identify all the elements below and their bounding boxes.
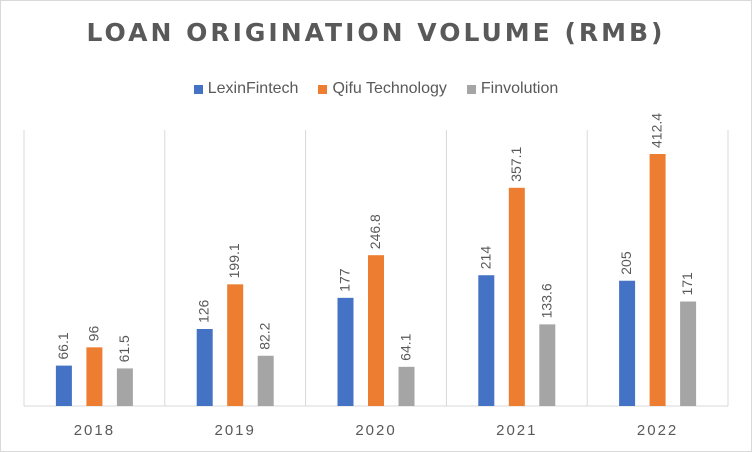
legend-swatch-qifu: [318, 84, 328, 94]
data-label-qifu-2022: 412.4: [649, 113, 665, 148]
x-tick-label-2022: 2022: [637, 422, 678, 439]
x-tick-label-2018: 2018: [74, 422, 115, 439]
bar-lexinfintech-2022: [619, 280, 636, 406]
bar-finvolution-2020: [398, 366, 415, 406]
legend-swatch-lexinfintech: [193, 84, 203, 94]
data-label-finvolution-2022: 171: [679, 272, 695, 296]
bar-qifu-2022: [649, 154, 666, 406]
bar-qifu-2019: [227, 284, 244, 406]
data-label-qifu-2020: 246.8: [367, 214, 383, 249]
bar-finvolution-2019: [257, 355, 274, 406]
legend-label-lexinfintech: LexinFintech: [207, 80, 299, 97]
x-tick-label-2020: 2020: [355, 422, 396, 439]
data-label-finvolution-2021: 133.6: [538, 283, 554, 318]
legend-label-qifu: Qifu Technology: [332, 80, 447, 97]
bar-lexinfintech-2020: [337, 297, 354, 406]
legend: LexinFintech Qifu Technology Finvolution: [0, 80, 752, 98]
data-label-finvolution-2018: 61.5: [116, 335, 132, 362]
x-tick-label-2021: 2021: [496, 422, 537, 439]
data-label-lexinfintech-2020: 177: [337, 268, 353, 292]
legend-swatch-finvolution: [466, 84, 476, 94]
bar-qifu-2021: [508, 187, 525, 406]
legend-item-lexinfintech: LexinFintech: [193, 80, 299, 98]
bar-finvolution-2021: [539, 324, 556, 406]
bar-lexinfintech-2018: [55, 365, 72, 406]
bar-lexinfintech-2021: [478, 275, 495, 406]
data-label-qifu-2021: 357.1: [508, 147, 524, 182]
legend-label-finvolution: Finvolution: [480, 80, 559, 97]
data-label-lexinfintech-2018: 66.1: [55, 332, 71, 359]
bar-qifu-2020: [368, 255, 384, 406]
legend-item-finvolution: Finvolution: [466, 80, 559, 98]
x-tick-label-2019: 2019: [215, 422, 256, 439]
data-label-lexinfintech-2022: 205: [618, 251, 634, 275]
data-label-qifu-2019: 199.1: [226, 243, 242, 278]
data-label-finvolution-2020: 64.1: [398, 333, 414, 360]
bar-finvolution-2018: [116, 368, 133, 406]
data-label-qifu-2018: 96: [85, 326, 101, 342]
data-label-finvolution-2019: 82.2: [257, 322, 273, 349]
data-label-lexinfintech-2021: 214: [477, 246, 493, 270]
chart-title: LOAN ORIGINATION VOLUME (RMB): [86, 18, 666, 47]
legend-item-qifu: Qifu Technology: [318, 80, 447, 98]
bar-finvolution-2022: [680, 301, 697, 406]
bar-qifu-2018: [86, 347, 103, 406]
bar-lexinfintech-2019: [196, 329, 213, 406]
data-label-lexinfintech-2019: 126: [196, 299, 212, 323]
